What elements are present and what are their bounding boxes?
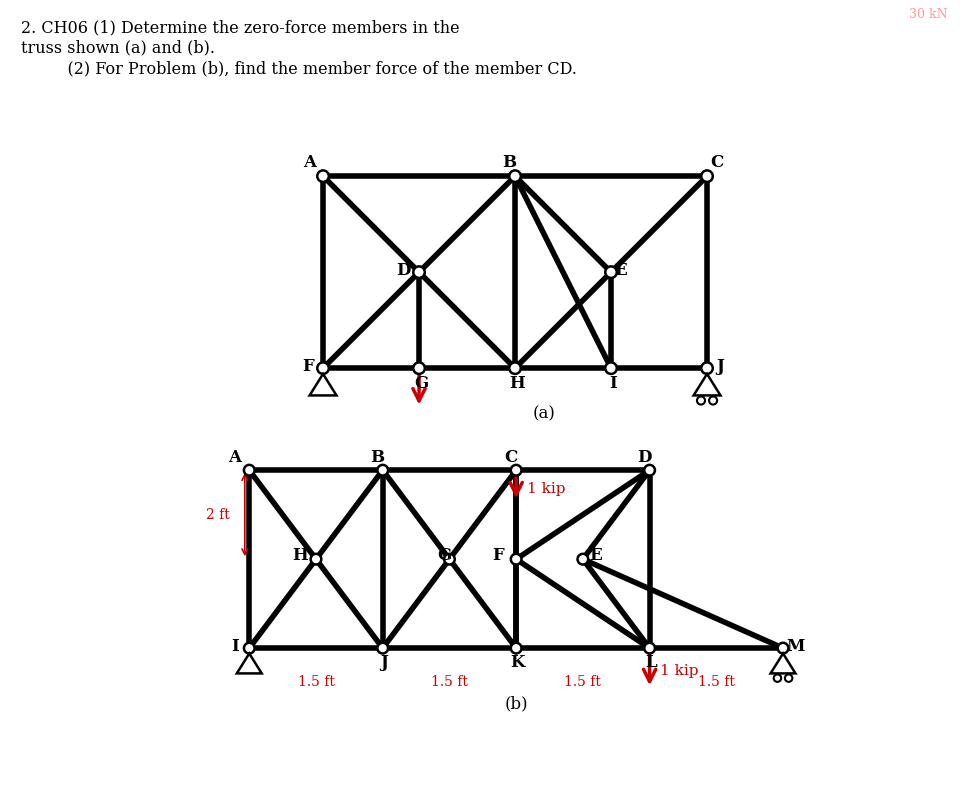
Circle shape	[778, 643, 788, 653]
Text: A: A	[228, 449, 241, 466]
Text: M: M	[786, 638, 805, 655]
Text: D: D	[637, 449, 651, 466]
Text: 1.5 ft: 1.5 ft	[565, 675, 602, 689]
Text: E: E	[614, 261, 627, 279]
Text: J: J	[381, 654, 389, 671]
Text: L: L	[645, 654, 657, 671]
Circle shape	[577, 554, 588, 565]
Text: D: D	[397, 261, 411, 279]
Circle shape	[644, 643, 655, 653]
Text: 2. CH06 (1) Determine the zero-force members in the: 2. CH06 (1) Determine the zero-force mem…	[21, 20, 460, 36]
Circle shape	[606, 363, 617, 374]
Circle shape	[311, 554, 322, 565]
Text: 2 ft: 2 ft	[206, 508, 229, 522]
Circle shape	[511, 554, 522, 565]
Circle shape	[244, 465, 255, 475]
Text: B: B	[503, 154, 516, 171]
Text: truss shown (a) and (b).: truss shown (a) and (b).	[21, 40, 216, 56]
Text: F: F	[493, 547, 504, 564]
Circle shape	[509, 170, 521, 182]
Text: C: C	[710, 154, 723, 171]
Text: A: A	[303, 154, 316, 171]
Text: K: K	[510, 654, 525, 671]
Text: F: F	[301, 358, 314, 375]
Circle shape	[413, 363, 425, 374]
Text: 1 kip: 1 kip	[527, 482, 566, 496]
Circle shape	[606, 266, 617, 278]
Circle shape	[509, 363, 521, 374]
Text: (a): (a)	[533, 405, 555, 422]
Circle shape	[644, 465, 655, 475]
Text: (2) For Problem (b), find the member force of the member CD.: (2) For Problem (b), find the member for…	[47, 60, 576, 77]
Circle shape	[701, 170, 712, 182]
Text: 1 kip: 1 kip	[660, 664, 699, 679]
Circle shape	[444, 554, 455, 565]
Circle shape	[701, 363, 712, 374]
Circle shape	[377, 465, 388, 475]
Text: G: G	[414, 375, 428, 392]
Text: I: I	[609, 375, 617, 392]
Text: E: E	[589, 547, 602, 564]
Circle shape	[244, 643, 255, 653]
Text: G: G	[437, 547, 451, 564]
Text: 1.5 ft: 1.5 ft	[431, 675, 468, 689]
Circle shape	[317, 363, 329, 374]
Circle shape	[413, 266, 425, 278]
Text: B: B	[370, 449, 385, 466]
Circle shape	[377, 643, 388, 653]
Text: C: C	[504, 449, 517, 466]
Text: (b): (b)	[504, 695, 528, 713]
Text: H: H	[293, 547, 308, 564]
Text: 1.5 ft: 1.5 ft	[297, 675, 334, 689]
Text: 1.5 ft: 1.5 ft	[698, 675, 735, 689]
Circle shape	[317, 170, 329, 182]
Circle shape	[511, 465, 522, 475]
Text: I: I	[231, 638, 239, 655]
Text: J: J	[716, 358, 724, 375]
Text: H: H	[509, 375, 525, 392]
Text: 30 kN: 30 kN	[909, 8, 948, 21]
Circle shape	[511, 643, 522, 653]
